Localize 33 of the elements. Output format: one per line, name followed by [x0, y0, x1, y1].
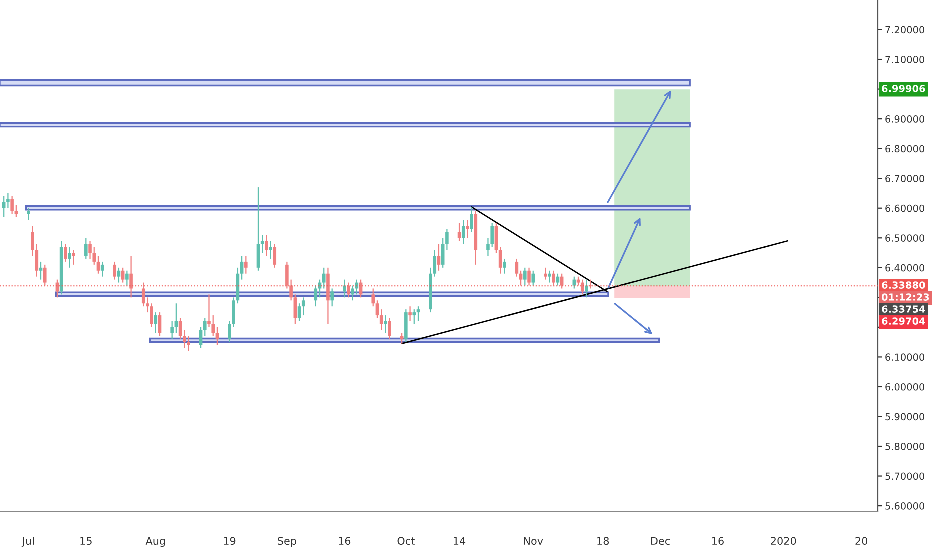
y-tick-label: 7.10000: [886, 56, 925, 64]
x-tick-label: 18: [598, 537, 610, 546]
x-tick-label: Dec: [651, 537, 670, 546]
x-tick-label: Oct: [398, 537, 415, 546]
y-tick-label: 7.20000: [886, 26, 925, 34]
y-tick-label: 6.90000: [886, 116, 925, 123]
x-tick-label: 2020: [771, 537, 796, 546]
text: 6.33754: [882, 306, 926, 313]
text: 6.29704: [882, 318, 926, 325]
x-tick-label: 16: [339, 537, 351, 546]
text: 01:12:23: [882, 294, 930, 301]
y-tick-label: 6.00000: [886, 383, 925, 391]
y-tick-label: 6.10000: [886, 354, 925, 362]
ref-line-label: 6.33880: [882, 282, 926, 289]
x-tick-label: 19: [224, 537, 236, 546]
x-tick-label: Jul: [22, 537, 34, 547]
y-tick-label: 5.60000: [886, 502, 925, 510]
x-tick-label: Sep: [278, 537, 296, 548]
y-tick-label: 6.40000: [886, 264, 925, 272]
x-tick-label: 14: [454, 537, 466, 545]
x-tick-label: 20: [856, 537, 868, 546]
y-tick-label: 5.70000: [886, 472, 925, 480]
x-tick-label: Aug: [146, 537, 166, 548]
y-tick-label: 5.80000: [886, 442, 925, 450]
x-tick-label: 15: [80, 537, 92, 546]
y-tick-label: 6.60000: [886, 204, 925, 212]
y-tick-label: 5.90000: [886, 413, 925, 421]
x-tick-label: Nov: [524, 537, 544, 546]
y-tick-label: 6.80000: [886, 145, 925, 153]
x-tick-label: 16: [712, 537, 724, 546]
y-tick-label: 6.70000: [886, 175, 925, 182]
y-tick-label: 6.50000: [886, 234, 925, 242]
text: 6.99906: [882, 85, 926, 92]
